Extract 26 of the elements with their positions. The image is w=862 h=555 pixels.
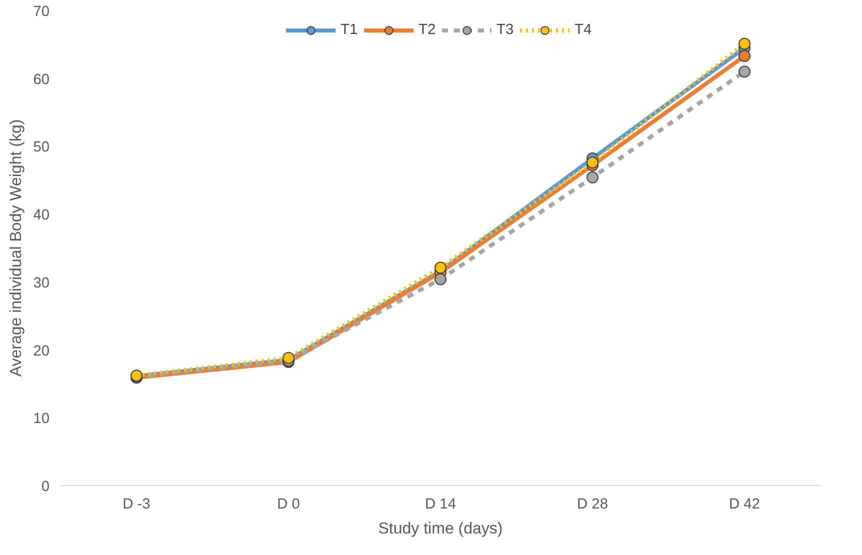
point	[738, 38, 750, 50]
y-tick-label: 0	[41, 479, 50, 495]
point	[434, 262, 446, 274]
point	[738, 50, 750, 62]
y-tick-label: 50	[33, 140, 50, 156]
point	[586, 156, 598, 168]
x-tick-label: D 28	[577, 496, 608, 512]
point	[738, 66, 750, 78]
y-tick-label: 40	[33, 208, 50, 224]
point	[434, 273, 446, 286]
legend-label: T3	[496, 22, 515, 38]
legend-label: T2	[418, 22, 437, 38]
y-tick-label: 20	[33, 343, 50, 360]
y-tick-label: 10	[33, 411, 50, 428]
x-tick-label: D -3	[122, 496, 150, 512]
legend-label: T1	[340, 22, 359, 38]
y-tick-label: 30	[33, 275, 50, 292]
legend-label: T4	[574, 22, 593, 38]
x-axis-title: Study time (days)	[378, 520, 503, 538]
y-tick-label: 60	[33, 72, 50, 88]
x-tick-label: D 42	[729, 496, 760, 512]
y-axis-title: Average individual Body Weight (kg)	[8, 119, 26, 377]
point	[586, 171, 598, 184]
x-tick-label: D 14	[425, 496, 456, 512]
x-tick-label: D 0	[277, 496, 300, 512]
y-tick-label: 70	[33, 4, 50, 20]
